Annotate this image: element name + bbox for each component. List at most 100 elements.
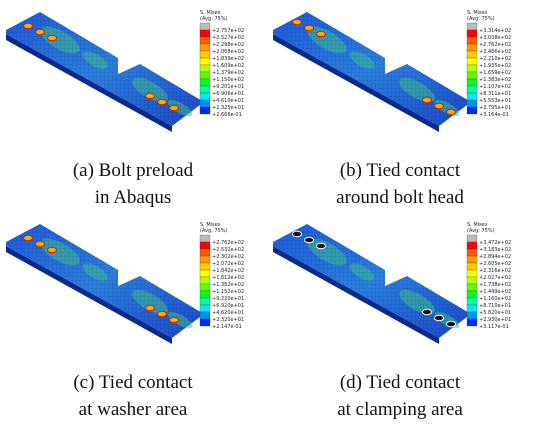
legend-value: +2.762e+02 bbox=[479, 42, 511, 48]
legend-swatch bbox=[199, 64, 211, 73]
legend-value: +2.325e+01 bbox=[212, 105, 244, 111]
legend-swatch bbox=[199, 297, 211, 306]
plate-side bbox=[273, 34, 439, 132]
bolt-hole bbox=[422, 308, 432, 316]
legend-value: +2.072e+02 bbox=[212, 261, 244, 267]
legend-swatch bbox=[466, 85, 478, 94]
bolt-hole bbox=[23, 22, 33, 30]
legend-swatch bbox=[466, 106, 478, 115]
legend-value: +1.842e+02 bbox=[212, 268, 244, 274]
legend-swatch bbox=[466, 276, 478, 285]
legend-subtitle: (Avg: 75%) bbox=[200, 228, 228, 234]
legend-swatch bbox=[199, 92, 211, 101]
legend-value: +1.612e+02 bbox=[212, 275, 244, 281]
legend-swatch bbox=[199, 57, 211, 66]
legend-value: +2.527e+02 bbox=[212, 35, 244, 41]
bolt-hole bbox=[169, 316, 179, 324]
legend-subtitle: (Avg: 75%) bbox=[200, 16, 228, 22]
legend-swatch bbox=[466, 43, 478, 52]
bolt-hole bbox=[422, 96, 432, 104]
bolt-hole bbox=[47, 246, 57, 254]
legend-swatch bbox=[466, 318, 478, 327]
caption: around bolt head bbox=[336, 187, 464, 208]
legend-value: +1.935e+02 bbox=[479, 63, 511, 69]
legend-value: +4.620e+01 bbox=[212, 310, 244, 316]
legend-value: +2.930e+01 bbox=[479, 317, 511, 323]
plate-side bbox=[6, 246, 172, 344]
legend-swatch bbox=[199, 304, 211, 313]
legend-value: +1.152e+02 bbox=[212, 289, 244, 295]
legend-value: +5.553e+01 bbox=[479, 98, 511, 104]
legend-swatch bbox=[199, 269, 211, 278]
legend-swatch bbox=[199, 255, 211, 264]
legend-value: +1.150e+02 bbox=[212, 77, 244, 83]
legend-value: +6.906e+01 bbox=[212, 91, 244, 97]
legend-value: +2.316e+02 bbox=[479, 268, 511, 274]
legend-value: +2.486e+02 bbox=[479, 49, 511, 55]
legend-value: +9.201e+01 bbox=[212, 84, 244, 90]
legend-value: +1.609e+02 bbox=[212, 63, 244, 69]
panel: S, Mises(Avg: 75%) +2.757e+02+2.527e+02 +2… bbox=[6, 10, 244, 208]
legend-title: S, Mises bbox=[200, 10, 221, 16]
fea-model bbox=[273, 12, 471, 132]
caption: at washer area bbox=[79, 399, 188, 420]
legend-swatch bbox=[466, 262, 478, 271]
legend-subtitle: (Avg: 75%) bbox=[467, 228, 495, 234]
legend-swatch bbox=[199, 85, 211, 94]
mesh bbox=[273, 224, 471, 338]
bolt-hole bbox=[145, 304, 155, 312]
legend-swatch bbox=[199, 241, 211, 250]
legend-swatch bbox=[199, 276, 211, 285]
legend-swatch bbox=[466, 29, 478, 38]
fea-model bbox=[6, 12, 204, 132]
legend-value: +3.183e+02 bbox=[479, 247, 511, 253]
legend-value: +1.738e+02 bbox=[479, 282, 511, 288]
legend-swatch bbox=[199, 71, 211, 80]
legend-title: S, Mises bbox=[467, 10, 488, 16]
legend-value: +3.314e+02 bbox=[479, 28, 511, 34]
legend-swatch bbox=[199, 290, 211, 299]
legend-value: +2.757e+02 bbox=[212, 28, 244, 34]
legend-swatch bbox=[466, 57, 478, 66]
legend-swatch bbox=[199, 311, 211, 320]
legend-value: +3.117e-01 bbox=[479, 324, 509, 330]
legend-swatch bbox=[466, 283, 478, 292]
bolt-hole bbox=[157, 310, 167, 318]
caption: in Abaqus bbox=[95, 187, 172, 208]
bolt-hole bbox=[23, 234, 33, 242]
bolt-hole bbox=[47, 34, 57, 42]
panel: S, Mises(Avg: 75%)+2.762e+02+2.532e+02+2… bbox=[6, 222, 244, 420]
legend-swatch bbox=[199, 248, 211, 257]
legend-value: +2.795e+01 bbox=[479, 105, 511, 111]
legend-swatch bbox=[199, 22, 211, 31]
legend-value: +2.320e+01 bbox=[212, 317, 244, 323]
legend-value: +1.160e+02 bbox=[479, 296, 511, 302]
legend-swatch bbox=[199, 50, 211, 59]
legend-swatch bbox=[199, 318, 211, 327]
legend-swatch bbox=[199, 43, 211, 52]
bolt-hole bbox=[169, 104, 179, 112]
legend-value: +2.302e+02 bbox=[212, 254, 244, 260]
caption: (b) Tied contact bbox=[340, 160, 461, 181]
legend-swatch bbox=[466, 234, 478, 243]
legend-swatch bbox=[199, 29, 211, 38]
caption: at clamping area bbox=[337, 399, 463, 420]
bolt-hole bbox=[304, 24, 314, 32]
legend-value: +1.449e+02 bbox=[479, 289, 511, 295]
legend-swatch bbox=[466, 290, 478, 299]
legend-swatch bbox=[466, 255, 478, 264]
legend-swatch bbox=[466, 297, 478, 306]
legend-value: +2.068e+02 bbox=[212, 49, 244, 55]
legend-value: +5.820e+01 bbox=[479, 310, 511, 316]
legend-value: +1.839e+02 bbox=[212, 56, 244, 62]
legend-value: +2.210e+02 bbox=[479, 56, 511, 62]
legend-value: +4.610e+01 bbox=[212, 98, 244, 104]
legend-subtitle: (Avg: 75%) bbox=[467, 16, 495, 22]
legend-value: +1.383e+02 bbox=[479, 77, 511, 83]
bolt-hole bbox=[292, 230, 302, 238]
legend-swatch bbox=[199, 283, 211, 292]
legend-swatch bbox=[199, 106, 211, 115]
panel: S, Mises(Avg: 75%)+3.472e+02+3.183e+02+2… bbox=[273, 222, 511, 420]
legend-swatch bbox=[199, 78, 211, 87]
legend-swatch bbox=[466, 78, 478, 87]
